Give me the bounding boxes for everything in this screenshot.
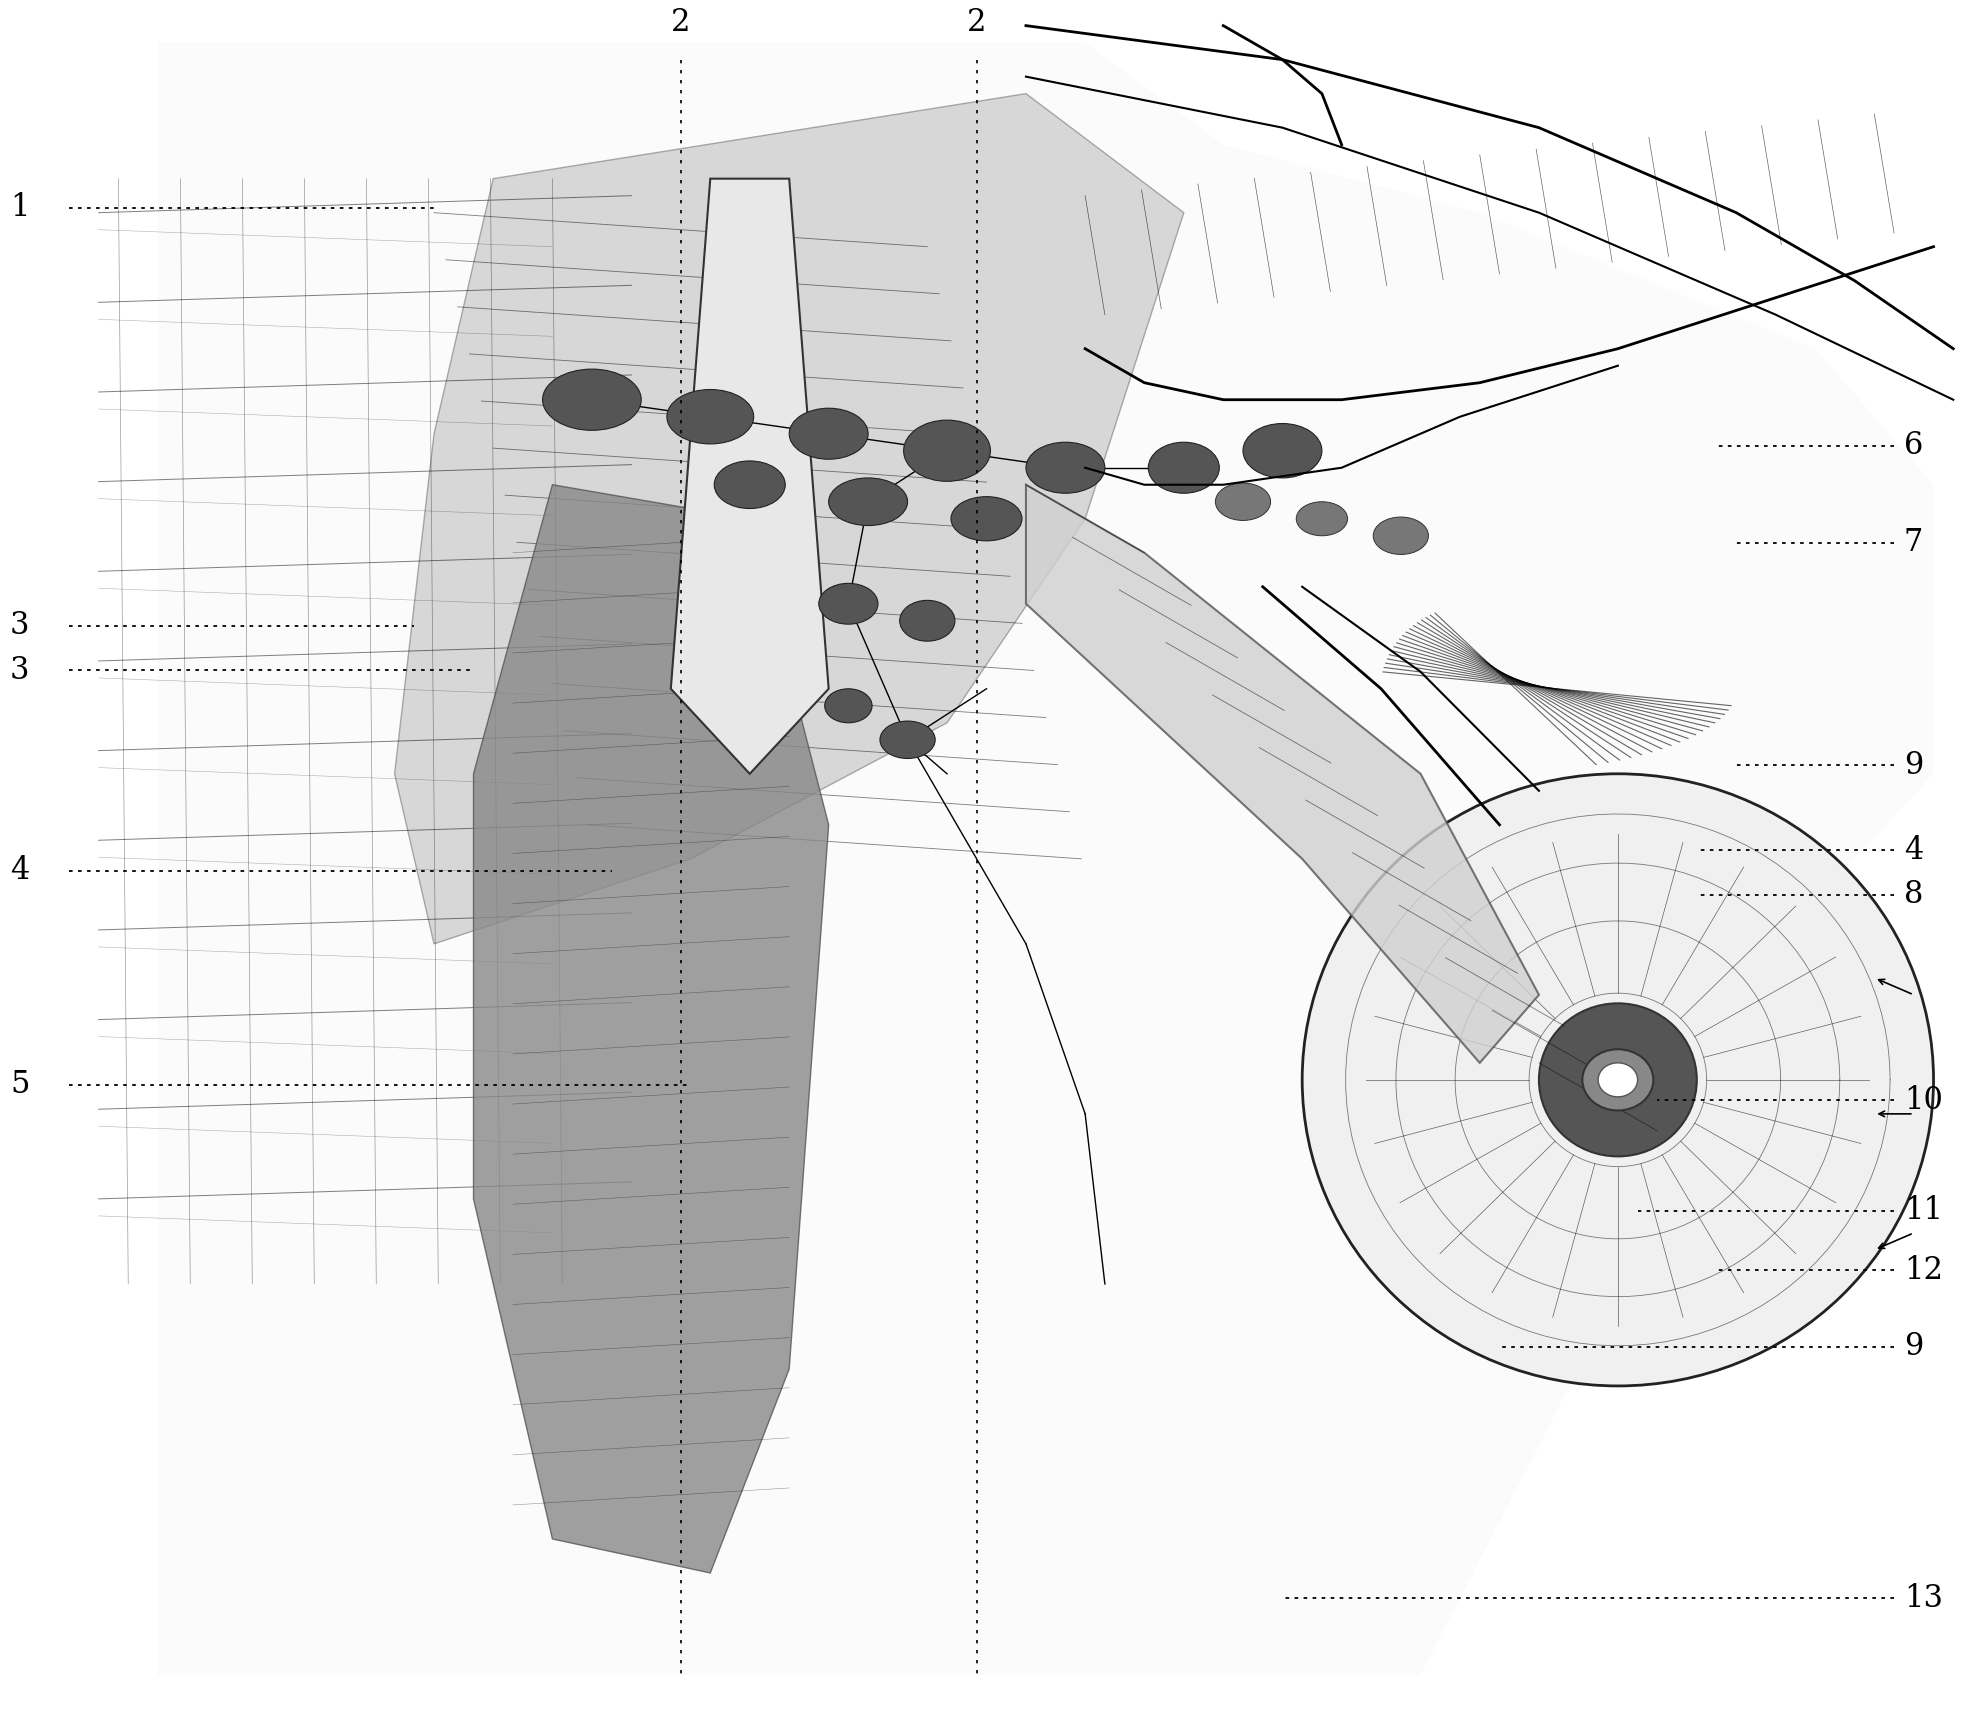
Ellipse shape bbox=[904, 420, 990, 482]
Text: 6: 6 bbox=[1904, 431, 1924, 461]
Text: 7: 7 bbox=[1904, 526, 1924, 559]
Ellipse shape bbox=[1243, 424, 1322, 479]
Ellipse shape bbox=[951, 497, 1022, 540]
Ellipse shape bbox=[829, 479, 908, 526]
Ellipse shape bbox=[1373, 518, 1428, 554]
Text: 13: 13 bbox=[1904, 1583, 1943, 1613]
Ellipse shape bbox=[1148, 443, 1219, 494]
Ellipse shape bbox=[789, 408, 868, 460]
Ellipse shape bbox=[819, 583, 878, 624]
Text: 8: 8 bbox=[1904, 878, 1924, 909]
Polygon shape bbox=[474, 485, 829, 1572]
Ellipse shape bbox=[543, 369, 641, 431]
Text: 2: 2 bbox=[671, 7, 691, 38]
Text: 9: 9 bbox=[1904, 1331, 1924, 1362]
Text: 4: 4 bbox=[10, 854, 30, 887]
Ellipse shape bbox=[1296, 502, 1348, 535]
Polygon shape bbox=[671, 179, 829, 774]
Ellipse shape bbox=[667, 390, 754, 444]
Text: 11: 11 bbox=[1904, 1195, 1943, 1227]
Ellipse shape bbox=[1539, 1003, 1697, 1157]
Text: 9: 9 bbox=[1904, 750, 1924, 781]
Polygon shape bbox=[1026, 485, 1539, 1063]
Polygon shape bbox=[158, 43, 1934, 1675]
Text: 2: 2 bbox=[967, 7, 986, 38]
Ellipse shape bbox=[1302, 774, 1934, 1386]
Ellipse shape bbox=[880, 721, 935, 759]
Text: 4: 4 bbox=[1904, 834, 1924, 866]
Ellipse shape bbox=[714, 461, 785, 509]
Circle shape bbox=[1582, 1049, 1653, 1111]
Ellipse shape bbox=[825, 689, 872, 723]
Text: 10: 10 bbox=[1904, 1085, 1943, 1116]
Polygon shape bbox=[395, 94, 1184, 943]
Text: 1: 1 bbox=[10, 191, 30, 224]
Ellipse shape bbox=[900, 600, 955, 641]
Text: 12: 12 bbox=[1904, 1254, 1943, 1285]
Text: 3: 3 bbox=[10, 610, 30, 641]
Circle shape bbox=[1598, 1063, 1638, 1097]
Text: 5: 5 bbox=[10, 1070, 30, 1101]
Text: 3: 3 bbox=[10, 655, 30, 685]
Ellipse shape bbox=[1026, 443, 1105, 494]
Ellipse shape bbox=[1215, 484, 1271, 521]
